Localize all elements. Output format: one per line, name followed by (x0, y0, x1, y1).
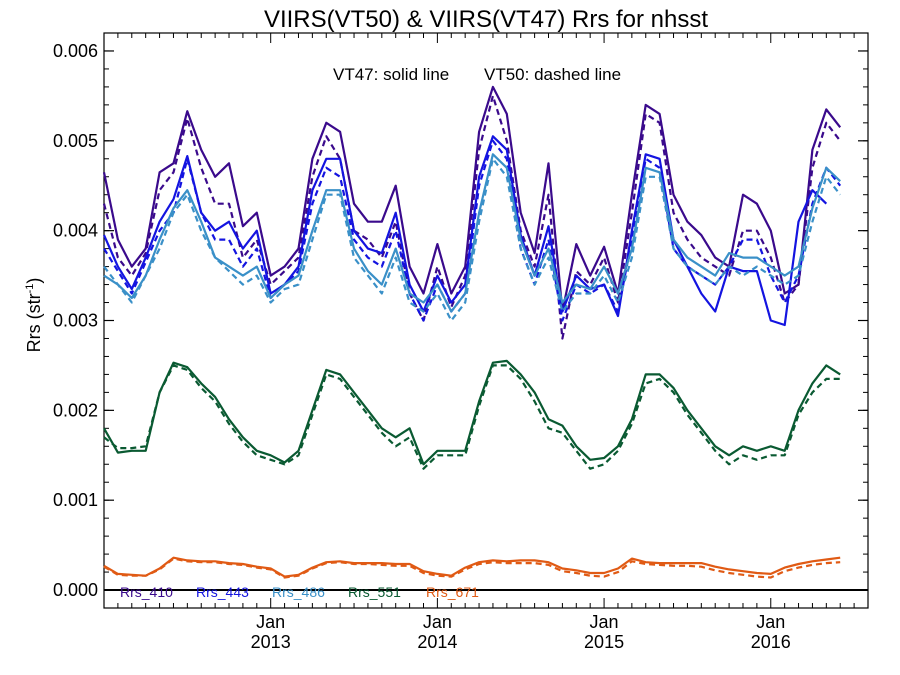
series-Rrs_671-dashed (103, 557, 841, 579)
series-Rrs_551-solid (103, 359, 841, 466)
y-tick-label: 0.002 (53, 400, 98, 420)
x-tick-month: Jan (423, 612, 452, 632)
series-Rrs_410-dashed (102, 94, 842, 340)
series-Rrs_551-dashed (103, 364, 841, 470)
x-tick-year: 2014 (417, 632, 457, 652)
x-tick-month: Jan (256, 612, 285, 632)
series-Rrs_410-solid (102, 85, 842, 313)
y-tick-label: 0.004 (53, 221, 98, 241)
y-tick-label: 0.006 (53, 41, 98, 61)
legend-item-Rrs_671: Rrs_671 (426, 584, 479, 600)
x-tick-month: Jan (756, 612, 785, 632)
series-layer (102, 85, 842, 579)
axes-layer: 0.0000.0010.0020.0030.0040.0050.006Jan20… (53, 32, 869, 652)
y-tick-label: 0.005 (53, 131, 98, 151)
y-tick-label: 0.001 (53, 490, 98, 510)
annotation-dashed: VT50: dashed line (484, 65, 621, 84)
legend-item-Rrs_410: Rrs_410 (120, 584, 173, 600)
x-tick-year: 2013 (251, 632, 291, 652)
x-tick-month: Jan (590, 612, 619, 632)
x-tick-year: 2016 (751, 632, 791, 652)
legend-item-Rrs_486: Rrs_486 (272, 584, 325, 600)
series-Rrs_486-dashed (103, 157, 842, 322)
series-Rrs_486-solid (103, 153, 841, 313)
chart-title: VIIRS(VT50) & VIIRS(VT47) Rrs for nhsst (264, 6, 708, 33)
x-tick-year: 2015 (584, 632, 624, 652)
y-tick-label: 0.000 (53, 580, 98, 600)
series-Rrs_443-solid (102, 135, 828, 327)
y-axis-label: Rrs (str-1) (24, 278, 44, 353)
legend-item-Rrs_443: Rrs_443 (196, 584, 249, 600)
annotation-solid: VT47: solid line (333, 65, 449, 84)
legend: Rrs_410 Rrs_443 Rrs_486 Rrs_551 Rrs_671 (120, 584, 479, 600)
legend-item-Rrs_551: Rrs_551 (348, 584, 401, 600)
y-tick-label: 0.003 (53, 311, 98, 331)
